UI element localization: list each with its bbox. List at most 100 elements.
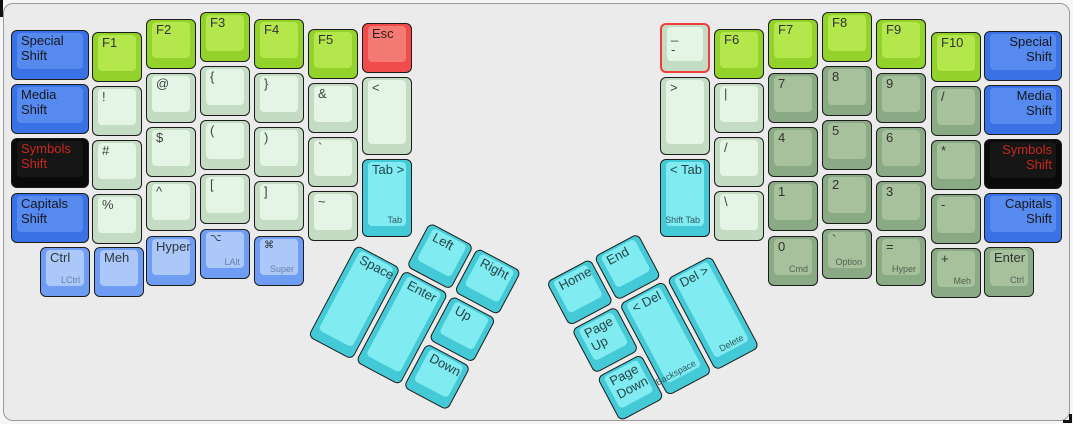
num-6-key[interactable]: 6 [876,127,926,177]
key-top: F1 [98,35,136,71]
dash-underscore-key[interactable]: _ - [660,23,710,73]
key-label: = [886,239,894,254]
super-key[interactable]: ⌘ Super [254,236,304,286]
key-top: ) [260,130,298,166]
media-shift-left-key[interactable]: Media Shift [11,84,89,134]
key-label: 9 [886,76,894,91]
f9-key[interactable]: F9 [876,19,926,69]
top-left-resize-handle[interactable] [0,0,3,17]
key-top: Special Shift [990,34,1056,70]
f4-key[interactable]: F4 [254,19,304,69]
ampersand-key[interactable]: & [308,83,358,133]
ctrl-left-key[interactable]: Ctrl LCtrl [40,247,90,297]
key-top: Symbols Shift [17,141,83,177]
key-top: / [937,89,975,125]
key-top: 7 [774,76,812,112]
num-2-key[interactable]: 2 [822,174,872,224]
dollar-key[interactable]: $ [146,127,196,177]
close-bracket-key[interactable]: ] [254,181,304,231]
special-shift-left-key[interactable]: Special Shift [11,30,89,80]
open-paren-key[interactable]: ( [200,120,250,170]
key-label: 7 [778,76,786,91]
key-top: F7 [774,22,812,58]
capitals-shift-right-key[interactable]: Capitals Shift [984,193,1062,243]
key-label: Capitals Shift [21,196,68,226]
num-4-key[interactable]: 4 [768,127,818,177]
key-label: F2 [156,22,172,37]
key-label: ~ [318,194,326,209]
open-brace-key[interactable]: { [200,66,250,116]
key-top: Capitals Shift [990,196,1056,232]
key-label: / [724,140,728,155]
close-paren-key[interactable]: ) [254,127,304,177]
key-top: 8 [828,69,866,105]
f7-key[interactable]: F7 [768,19,818,69]
symbols-shift-right-key[interactable]: Symbols Shift [984,139,1062,189]
asterisk-key[interactable]: * [931,140,981,190]
key-top: _ - [667,27,703,61]
tilde-key[interactable]: ~ [308,191,358,241]
less-than-key[interactable]: < [362,77,412,155]
num-1-key[interactable]: 1 [768,181,818,231]
key-top: > [666,80,704,144]
num-3-key[interactable]: 3 [876,181,926,231]
num-5-key[interactable]: 5 [822,120,872,170]
pipe-key[interactable]: | [714,83,764,133]
key-top: { [206,69,244,105]
f8-key[interactable]: F8 [822,12,872,62]
tab-back-key[interactable]: < Tab Shift Tab [660,159,710,237]
percent-key[interactable]: % [92,194,142,244]
f5-key[interactable]: F5 [308,29,358,79]
num-0-key[interactable]: 0 Cmd [768,236,818,286]
open-bracket-key[interactable]: [ [200,174,250,224]
meh-left-key[interactable]: Meh [94,247,144,297]
f3-key[interactable]: F3 [200,12,250,62]
exclamation-key[interactable]: ! [92,86,142,136]
f6-key[interactable]: F6 [714,29,764,79]
num-9-key[interactable]: 9 [876,73,926,123]
key-top: [ [206,177,244,213]
key-label: _ - [671,27,679,57]
key-sublabel: Cmd [788,264,808,274]
capitals-shift-left-key[interactable]: Capitals Shift [11,193,89,243]
symbols-shift-left-key[interactable]: Symbols Shift [11,138,89,188]
num-7-key[interactable]: 7 [768,73,818,123]
media-shift-right-key[interactable]: Media Shift [984,85,1062,135]
key-top: } [260,76,298,112]
equals-hyper-key[interactable]: = Hyper [876,236,926,286]
backslash-key[interactable]: \ [714,191,764,241]
hash-key[interactable]: # [92,140,142,190]
key-top: 9 [882,76,920,112]
at-key[interactable]: @ [146,73,196,123]
backtick-left-key[interactable]: ` [308,137,358,187]
hyper-left-key[interactable]: Hyper [146,236,196,286]
key-label: 2 [832,177,840,192]
plus-meh-key[interactable]: + Meh [931,248,981,298]
f10-key[interactable]: F10 [931,32,981,82]
key-top: / [720,140,758,176]
caret-key[interactable]: ^ [146,181,196,231]
esc-key[interactable]: Esc [362,23,412,73]
bottom-right-resize-handle[interactable] [1063,414,1072,423]
lalt-key[interactable]: ⌥ LAlt [200,229,250,279]
key-label: Symbols Shift [1002,142,1052,172]
slash-right-key[interactable]: / [931,86,981,136]
f1-key[interactable]: F1 [92,32,142,82]
f2-key[interactable]: F2 [146,19,196,69]
close-brace-key[interactable]: } [254,73,304,123]
key-top: - [937,197,975,233]
greater-than-key[interactable]: > [660,77,710,155]
key-label: Up [452,302,475,324]
key-label: Special Shift [1009,34,1052,64]
key-label: ^ [156,184,163,199]
key-top: Esc [368,26,406,62]
key-label: ⌘ [264,240,274,251]
minus-key[interactable]: - [931,194,981,244]
num-8-key[interactable]: 8 [822,66,872,116]
backtick-option-key[interactable]: ` Option [822,229,872,279]
enter-ctrl-key[interactable]: Enter Ctrl [984,247,1034,297]
key-top: 6 [882,130,920,166]
special-shift-right-key[interactable]: Special Shift [984,31,1062,81]
tab-forward-key[interactable]: Tab > Tab [362,159,412,237]
slash-left-key[interactable]: / [714,137,764,187]
